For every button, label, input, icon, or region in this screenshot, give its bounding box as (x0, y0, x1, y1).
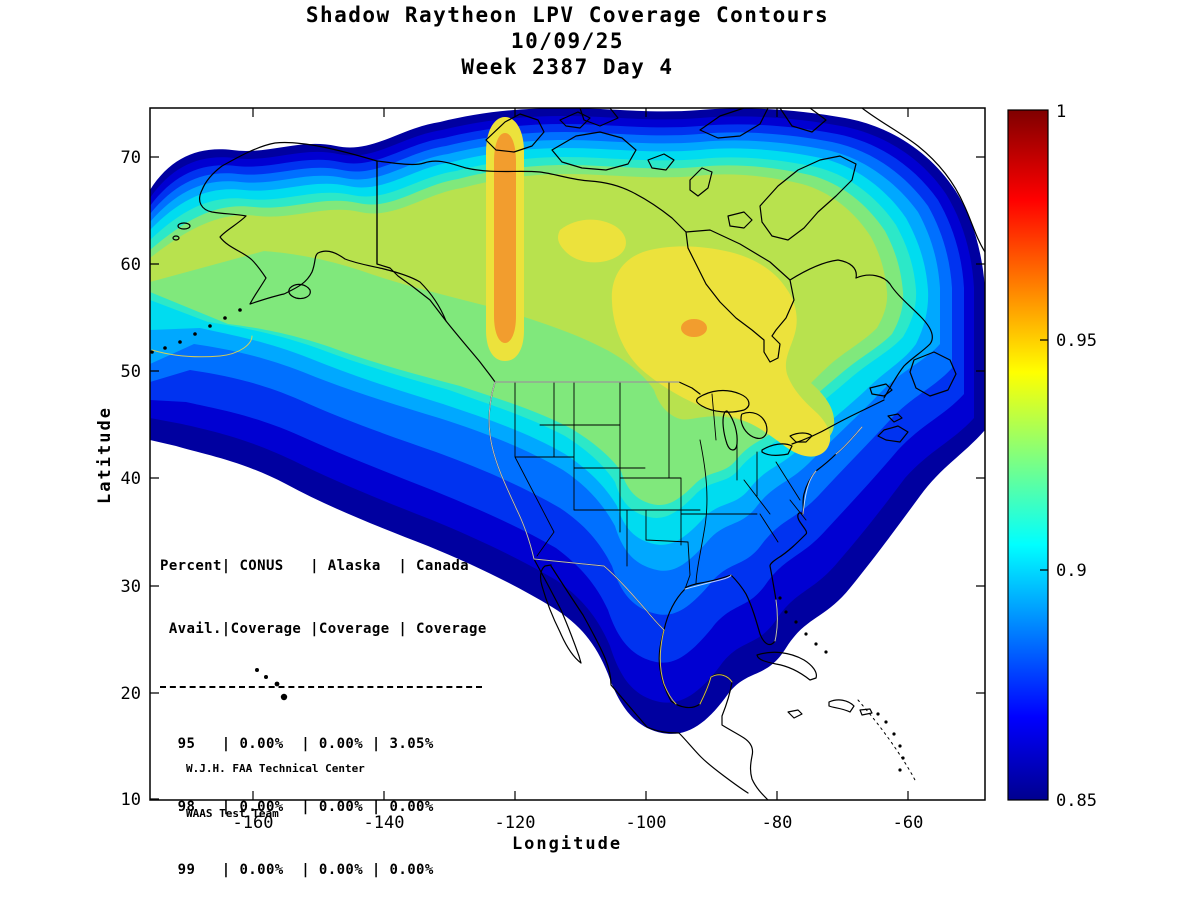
contour-band-0.950-spot (681, 319, 707, 337)
coastline-hudson-bay (685, 229, 795, 363)
maritime-boundary-dotted (857, 699, 917, 783)
y-tick-label: 70 (121, 148, 141, 168)
contour-band-0.935-slave (558, 219, 626, 263)
y-tick-label: 10 (121, 790, 141, 810)
islands-hawaii (255, 668, 288, 701)
colorbar-tick-label: 0.95 (1056, 331, 1097, 351)
island-southampton (727, 211, 753, 229)
availability-table: Percent| CONUS | Alaska | Canada Avail.|… (160, 514, 487, 900)
island-newfoundland (909, 351, 957, 397)
figure-title-block: Shadow Raytheon LPV Coverage Contours 10… (150, 2, 985, 80)
figure-week-day: Week 2387 Day 4 (461, 55, 674, 79)
axis-tick-marks (150, 108, 985, 800)
credit-block: W.J.H. FAA Technical Center WAAS Test Te… (186, 731, 365, 851)
x-tick-label: -100 (626, 813, 667, 833)
border-overlay-yellow (151, 335, 733, 705)
island-anticosti (869, 383, 893, 397)
colorbar-tick-label: 1 (1056, 102, 1066, 122)
x-tick-label: -140 (364, 813, 405, 833)
credit-line-1: W.J.H. FAA Technical Center (186, 762, 365, 775)
island-pei (887, 413, 903, 423)
x-tick-label: -160 (233, 813, 274, 833)
coastline-us-east (663, 426, 863, 646)
coastline-mexico-west (550, 565, 749, 794)
y-axis-label: Latitude (95, 406, 115, 504)
plot-border (149, 107, 986, 801)
availability-table-row: 95 | 0.00% | 0.00% | 3.05% (160, 736, 434, 752)
y-tick-label: 30 (121, 577, 141, 597)
availability-table-divider (160, 686, 482, 688)
colorbar-gradient (1007, 109, 1049, 801)
x-tick-labels: -160 -140 -120 -100 -80 -60 (233, 813, 924, 833)
island-hispaniola (828, 699, 855, 713)
availability-table-row: 99 | 0.00% | 0.00% | 0.00% (160, 862, 434, 878)
x-tick-label: -80 (762, 813, 793, 833)
y-tick-label: 60 (121, 255, 141, 275)
figure-title: Shadow Raytheon LPV Coverage Contours (305, 3, 830, 27)
colorbar-tick-label: 0.85 (1056, 791, 1097, 811)
coastline-st-lawrence (791, 399, 885, 445)
islands-aleutians (150, 308, 242, 354)
colorbar: 1 0.95 0.9 0.85 (1007, 102, 1097, 811)
figure-date: 10/09/25 (510, 29, 625, 53)
credit-line-2: WAAS Test Team (186, 807, 279, 820)
coastline-alaska (199, 141, 447, 322)
coastline-greenland (861, 108, 985, 253)
x-axis-label: Longitude (512, 834, 622, 854)
colorbar-tick-label: 0.9 (1056, 561, 1087, 581)
island-puerto-rico (859, 708, 873, 716)
islands-bahamas (778, 596, 828, 654)
islands-arctic-archipelago (485, 108, 857, 241)
colorbar-tick-marks (1040, 339, 1048, 571)
y-tick-labels: 70 60 50 40 30 20 10 (121, 148, 141, 810)
y-tick-label: 50 (121, 362, 141, 382)
great-lakes (696, 389, 813, 456)
availability-table-row: 98 | 0.00% | 0.00% | 0.00% (160, 799, 434, 815)
islands-bering (172, 222, 191, 241)
y-tick-label: 40 (121, 469, 141, 489)
island-jamaica (787, 709, 803, 719)
river-mississippi (695, 439, 708, 585)
y-tick-label: 20 (121, 684, 141, 704)
islands-lesser-antilles (876, 712, 905, 772)
coastline-labrador-quebec (789, 259, 933, 399)
coastline-nova-scotia (877, 425, 909, 443)
map-linework (150, 108, 985, 800)
availability-table-header-1: Percent| CONUS | Alaska | Canada (160, 558, 470, 574)
x-tick-label: -60 (893, 813, 924, 833)
availability-table-header-2: Avail.|Coverage |Coverage | Coverage (160, 621, 487, 637)
contour-band-0.950-streak (494, 133, 516, 343)
conus-border-overlay-white (488, 381, 863, 642)
contour-band-0.935-hudson (611, 246, 831, 457)
coastline-arctic-canada (376, 160, 687, 233)
coastline-bc-panhandle (445, 320, 496, 383)
x-tick-label: -120 (495, 813, 536, 833)
island-cuba (756, 651, 817, 681)
state-borders (514, 381, 807, 590)
coastline-baja (533, 558, 582, 664)
island-kodiak (288, 283, 311, 300)
